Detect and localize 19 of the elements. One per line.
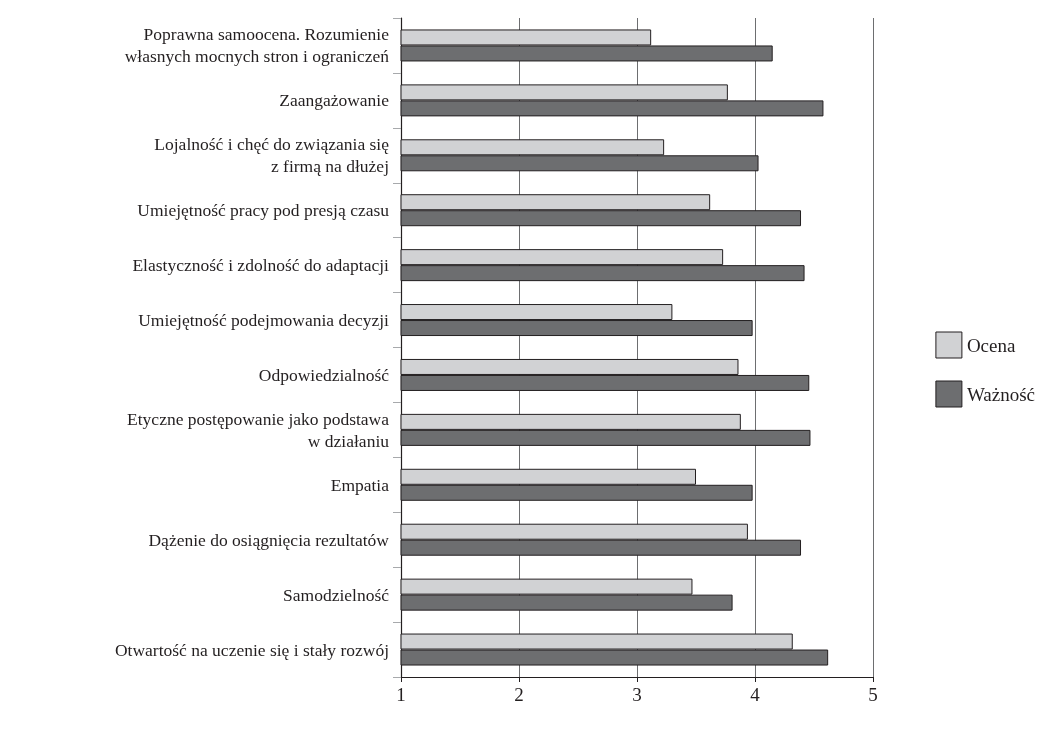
y-tick-label: Elastyczność i zdolność do adaptacji [132,255,390,276]
y-tick-label: Otwartość na uczenie się i stały rozwój [114,639,389,660]
x-tick-label: 2 [514,684,524,705]
y-tick-label: Empatia [330,474,390,495]
x-tick-label: 5 [868,684,878,705]
y-tick-label: Umiejętność pracy pod presją czasu [137,200,390,221]
legend-label: Ważność [966,383,1035,405]
y-tick-label: Lojalność i chęć do związania się z firmą na dłużej [154,134,390,177]
y-tick-label: Poprawna samoocena. Rozumienie własnych mocnych stron i ograniczeń [124,24,390,67]
y-tick-label: Zaangażowanie [279,90,390,111]
y-tick-label: Odpowiedzialność [258,364,390,385]
legend-label: Ocena [966,334,1016,356]
x-tick-label: 3 [632,684,642,705]
y-tick-label: Etyczne postępowanie jako podstawa w działaniu [127,408,390,451]
x-tick-label: 4 [750,684,761,705]
y-tick-label: Umiejętność podejmowania decyzji [138,310,390,331]
x-tick-label: 1 [396,684,406,705]
y-tick-label: Dążenie do osiągnięcia rezultatów [148,529,390,550]
y-tick-label: Samodzielność [283,584,390,605]
